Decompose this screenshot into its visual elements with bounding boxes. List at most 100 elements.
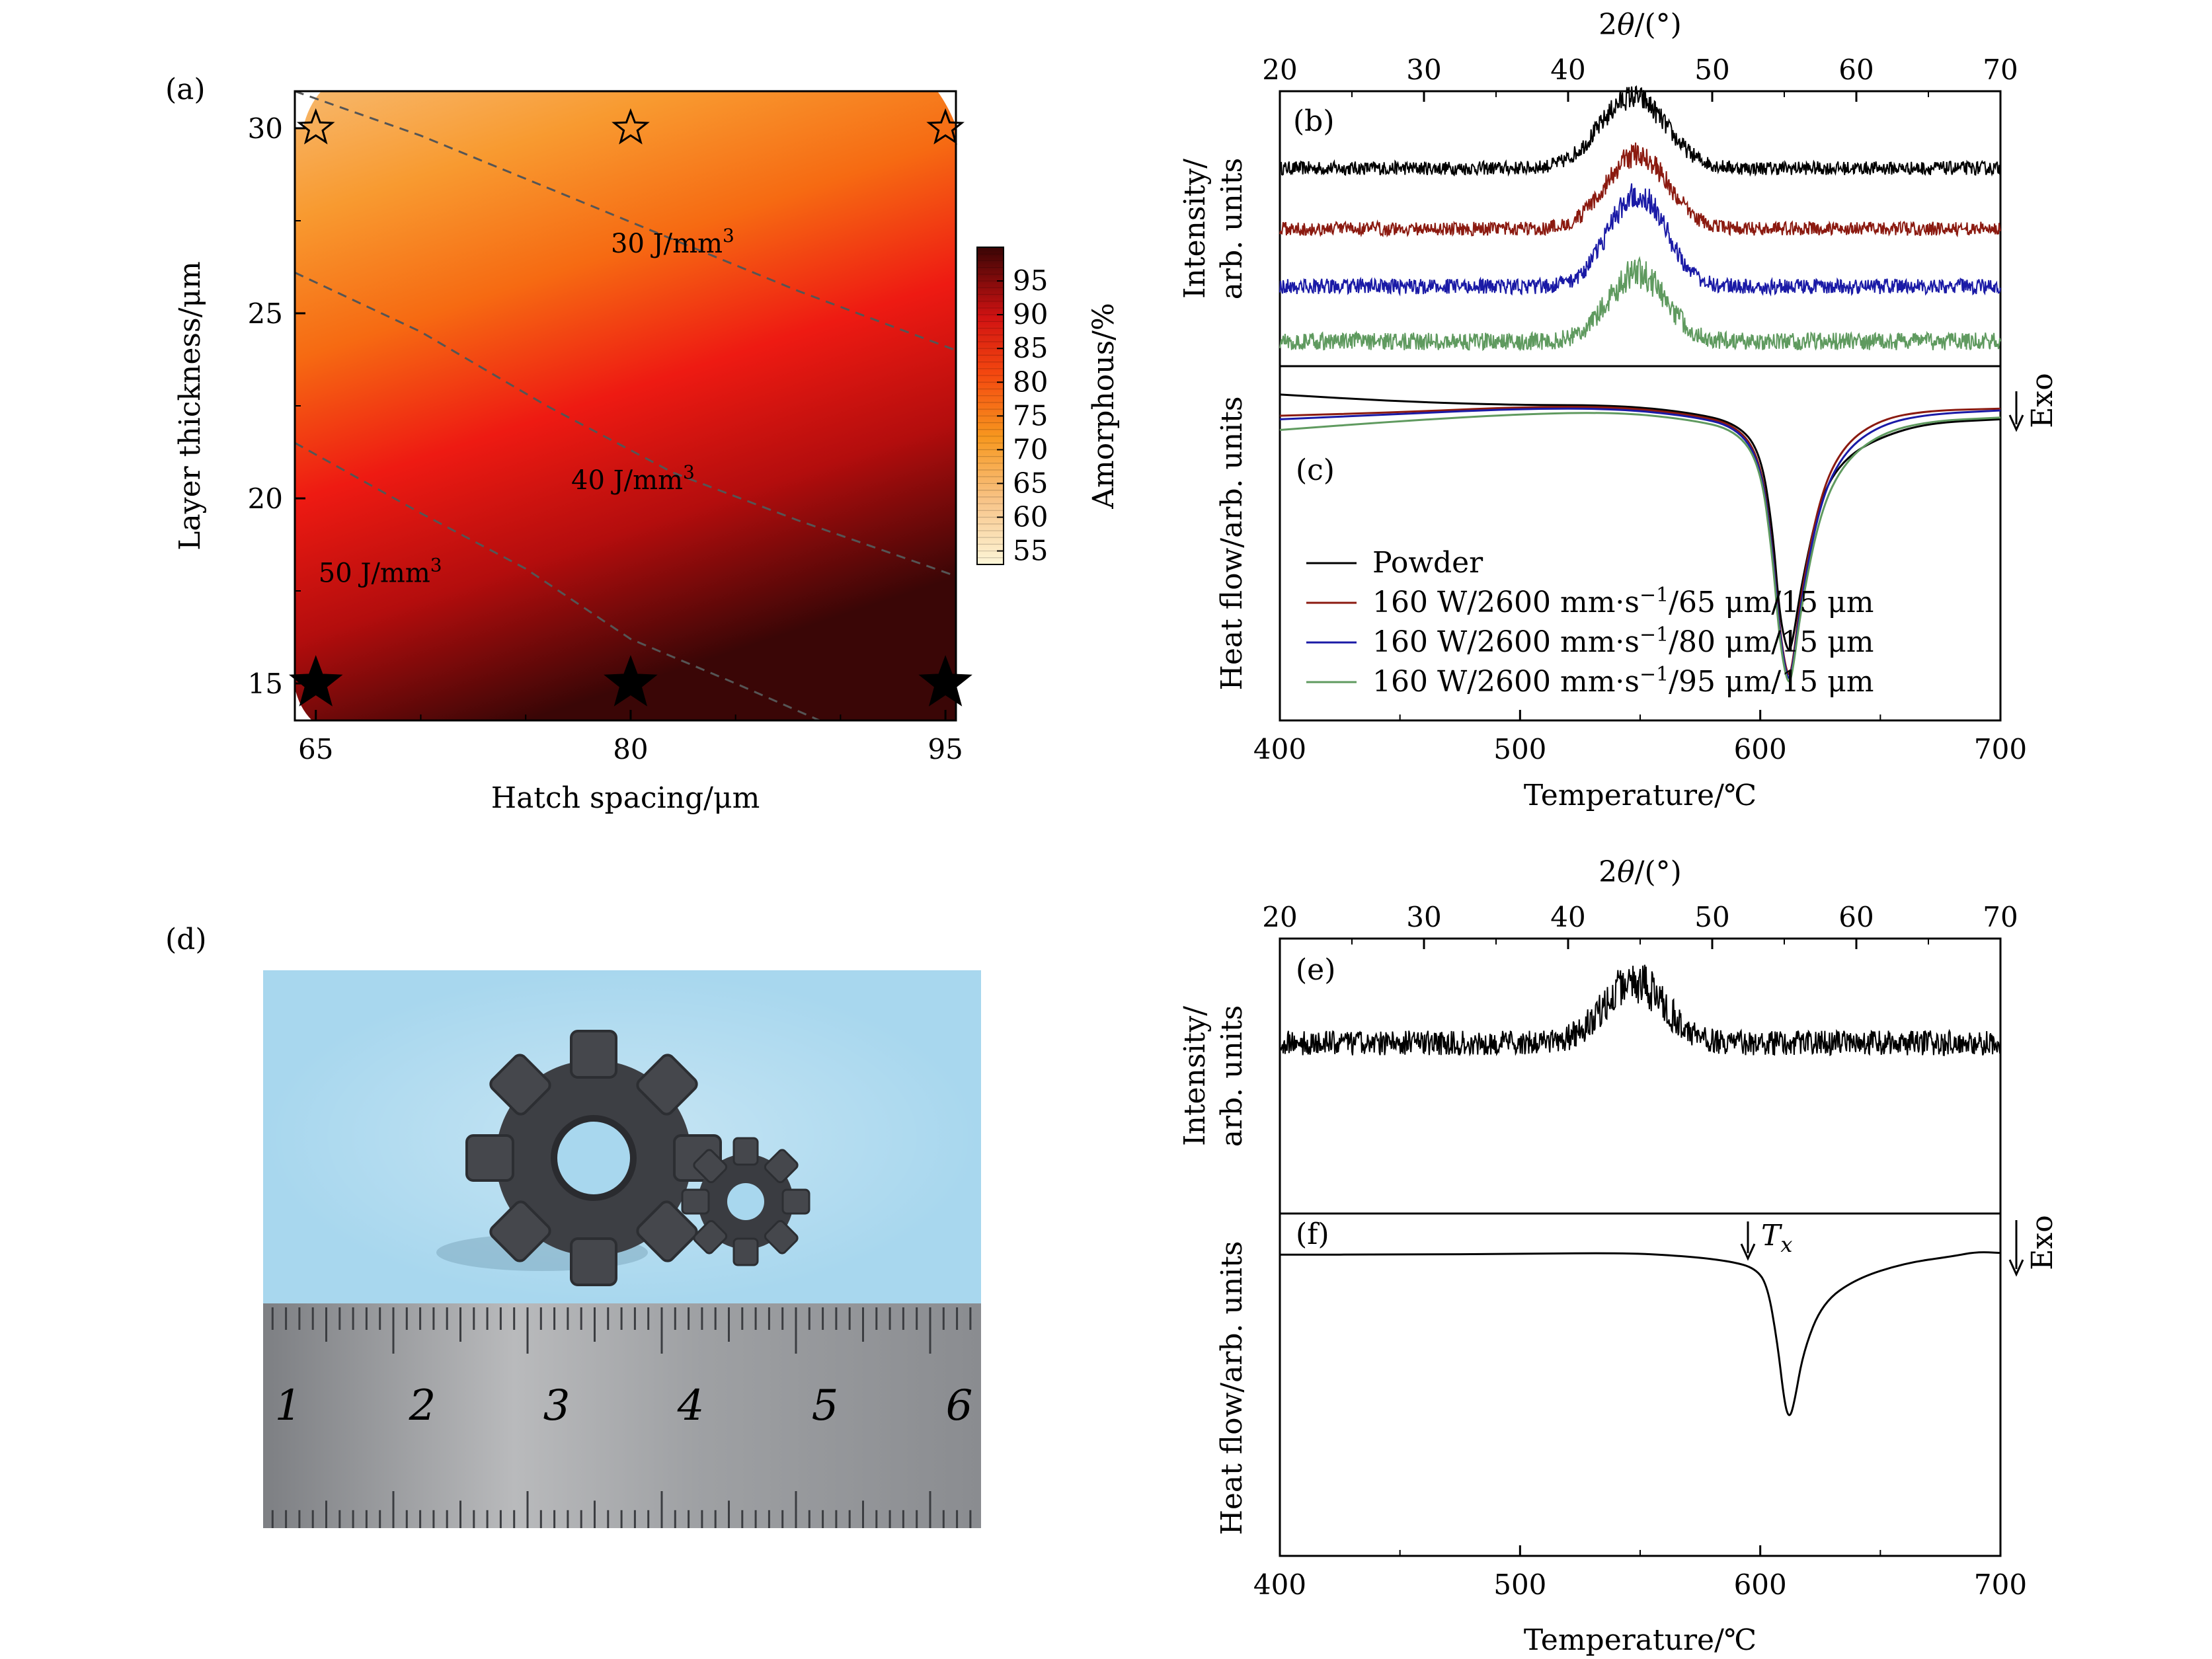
x-tick-label: 70 xyxy=(1983,54,2018,86)
x-ticks-f: 400 500 600 700 xyxy=(1253,1545,2027,1601)
colorbar-tick-label: 60 xyxy=(1013,501,1048,533)
panel-label-c: (c) xyxy=(1296,453,1335,487)
colorbar-tick-label: 95 xyxy=(1013,264,1048,297)
x-tick-label: 600 xyxy=(1734,733,1787,765)
x-axis-label-c: Temperature/℃ xyxy=(1524,779,1757,812)
exo-arrow-f: Exo xyxy=(2008,1215,2059,1277)
colorbar-tick-label: 70 xyxy=(1013,433,1048,465)
x-tick-label: 50 xyxy=(1694,901,1729,933)
dsc-series-c xyxy=(1279,393,2001,683)
x-tick-label: 40 xyxy=(1550,54,1585,86)
colorbar-tick-label: 65 xyxy=(1013,467,1048,499)
x-tick-label: 20 xyxy=(1262,54,1297,86)
x-tick-label: 65 xyxy=(298,733,333,765)
x-tick-label: 80 xyxy=(613,733,648,765)
x-tick-label: 60 xyxy=(1838,54,1874,86)
contour-label: 40 J/mm3 xyxy=(571,461,695,496)
panel-b-c: 20 30 40 50 60 70 400 500 600 700 (b) (c) 2θ/(°)… xyxy=(1178,8,2059,812)
panel-label-a: (a) xyxy=(165,73,206,106)
contour-line xyxy=(295,91,956,352)
x-ticks-c: 400 500 600 700 xyxy=(1253,710,2027,765)
large-gear-part xyxy=(465,1030,722,1286)
ruler-number: 4 xyxy=(677,1381,705,1430)
colorbar-tick-label: 85 xyxy=(1013,332,1048,364)
y-tick-label: 25 xyxy=(248,297,283,330)
x-tick-label: 400 xyxy=(1253,1568,1306,1601)
legend-entry-sup: −1 xyxy=(1639,584,1669,607)
heatmap-corner-mask xyxy=(937,91,956,126)
y-tick-label: 20 xyxy=(248,482,283,515)
y-ticks-a: 15 20 25 30 xyxy=(248,112,305,700)
y-axis-label-a: Layer thickness/μm xyxy=(173,261,207,550)
x-ticks-e: 20 30 40 50 60 70 xyxy=(1262,901,2018,949)
tx-label-sub: x xyxy=(1780,1232,1792,1257)
legend-entry: Powder xyxy=(1372,546,1483,580)
x-ticks-b: 20 30 40 50 60 70 xyxy=(1262,54,2018,102)
x-ticks-a: 65 80 95 xyxy=(298,710,963,765)
x-tick-label: 20 xyxy=(1262,901,1297,933)
ruler-number: 6 xyxy=(946,1381,973,1430)
xrd-series-e xyxy=(1279,964,2001,1057)
xrd-series-line xyxy=(1279,85,2001,177)
y-axis-label-b-line2: arb. units xyxy=(1215,158,1249,299)
tx-annotation: Tx xyxy=(1740,1219,1792,1261)
photo-panel-d: 1 2 3 4 5 6 xyxy=(263,970,981,1528)
open-star-marker xyxy=(612,108,650,145)
contour-label-sup: 3 xyxy=(723,225,734,247)
y-tick-label: 15 xyxy=(248,668,283,700)
x-axis-label-e: 2θ/(°) xyxy=(1599,855,1682,889)
x-axis-label-b: 2θ/(°) xyxy=(1599,8,1682,42)
x-axis-label-a: Hatch spacing/μm xyxy=(491,781,760,815)
axes-frame-f xyxy=(1279,1212,2002,1557)
xrd-series-line xyxy=(1279,964,2001,1057)
x-tick-label: 30 xyxy=(1406,901,1441,933)
axes-frame-c xyxy=(1279,365,2002,722)
filled-star-marker xyxy=(288,655,343,707)
legend-entry: 160 W/2600 mm·s−1/95 μm/15 μm xyxy=(1372,663,1874,699)
dsc-series-line xyxy=(1279,412,2001,683)
exo-arrow-c: Exo xyxy=(2008,373,2059,432)
dsc-series-f xyxy=(1279,1251,2001,1416)
colorbar-frame xyxy=(976,247,1004,565)
x-tick-label: 500 xyxy=(1493,733,1546,765)
ruler-number: 3 xyxy=(543,1381,571,1430)
dsc-series-line xyxy=(1279,1251,2001,1416)
contour-label-value: 40 J/mm xyxy=(571,465,683,496)
contour-label-value: 30 J/mm xyxy=(611,229,723,259)
panel-e-f: 20 30 40 50 60 70 400 500 600 700 (e) (f) 2θ/(°)… xyxy=(1178,855,2059,1657)
x-tick-label: 60 xyxy=(1838,901,1874,933)
filled-star-marker xyxy=(604,655,658,707)
contour-label-sup: 3 xyxy=(683,461,695,483)
heatmap-corner-mask xyxy=(295,687,312,720)
x-tick-label: 700 xyxy=(1974,733,2027,765)
panel-label-d: (d) xyxy=(165,923,207,956)
panel-label-e: (e) xyxy=(1296,953,1335,987)
contour-label-sup: 3 xyxy=(430,554,442,576)
colorbar-tick-label: 90 xyxy=(1013,298,1048,330)
filled-star-marker xyxy=(918,655,972,707)
legend-entry-prefix: 160 W/2600 mm·s xyxy=(1372,665,1639,699)
ruler-number: 1 xyxy=(275,1381,302,1430)
x-tick-label: 500 xyxy=(1493,1568,1546,1601)
x-axis-label-f: Temperature/℃ xyxy=(1524,1623,1757,1657)
tx-label: Tx xyxy=(1761,1219,1792,1257)
dsc-series-line xyxy=(1279,393,2001,651)
tx-label-base: T xyxy=(1761,1219,1783,1253)
legend-entry-sup: −1 xyxy=(1639,663,1669,686)
colorbar-label: Amorphous/% xyxy=(1087,303,1121,510)
y-axis-label-e-line2: arb. units xyxy=(1215,1005,1249,1147)
open-star-marker xyxy=(296,108,335,145)
ruler-number: 5 xyxy=(812,1381,839,1430)
contour-lines xyxy=(295,91,956,720)
colorbar-fill xyxy=(977,247,1004,564)
xrd-series-line xyxy=(1279,256,2001,352)
legend-entry-suffix: /95 μm/15 μm xyxy=(1669,665,1874,699)
x-tick-label: 700 xyxy=(1974,1568,2027,1601)
colorbar-lines xyxy=(977,247,1004,559)
open-star-marker xyxy=(926,108,965,145)
colorbar-tick-label: 75 xyxy=(1013,399,1048,432)
